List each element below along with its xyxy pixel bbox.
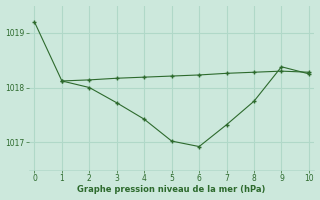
X-axis label: Graphe pression niveau de la mer (hPa): Graphe pression niveau de la mer (hPa) [77,185,266,194]
